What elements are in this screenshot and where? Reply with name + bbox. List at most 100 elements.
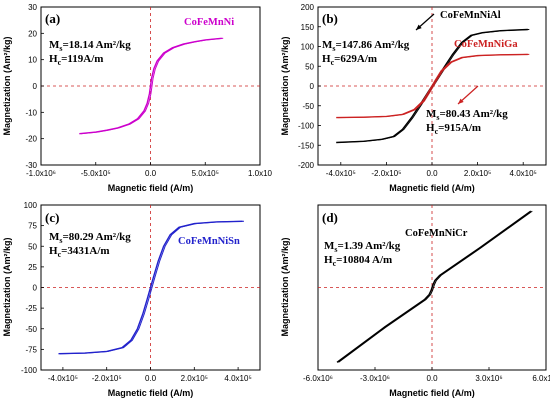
series-loop-branch-CoFeMnNi	[80, 37, 224, 135]
panel-label: (d)	[322, 210, 338, 225]
annotation-ms-sub: s	[332, 44, 335, 53]
series-label-CoFeMnNiAl: CoFeMnNiAl	[440, 10, 501, 21]
annotation-ms-rest: =80.29 Am²/kg	[63, 231, 132, 243]
x-tick-label: 0.0	[145, 374, 157, 383]
annotation-ms-main: M	[322, 39, 333, 51]
annotation-ms-rest: =1.39 Am²/kg	[338, 240, 401, 252]
y-tick-label: -100	[21, 366, 38, 375]
x-tick-label: -2.0x10⁵	[92, 374, 122, 383]
series-label-CoFeMnNiCr: CoFeMnNiCr	[405, 228, 468, 239]
annotation-hc-2-main: H	[426, 122, 435, 134]
annotation-hc-sub: c	[331, 58, 335, 67]
annotation-hc: Hc=3431A/m	[49, 245, 110, 259]
annotation-ms-rest: =18.14 Am²/kg	[63, 39, 132, 51]
y-tick-label: 30	[28, 3, 37, 12]
y-tick-label: 20	[28, 29, 37, 38]
y-tick-label: -200	[298, 161, 315, 170]
x-tick-label: -2.0x10⁵	[371, 169, 401, 178]
y-axis-label: Magnetization (Am²/kg)	[280, 37, 290, 136]
x-tick-label: -4.0x10⁵	[326, 169, 356, 178]
series-loop-branch-CoFeMnNiSn	[59, 220, 245, 355]
annotation-hc-sub: c	[58, 58, 62, 67]
y-tick-label: 150	[301, 23, 315, 32]
panel-1: -1.0x10⁶ -5.0x10⁵ 0.0 5.0x10⁵ 1.0x10 -30 -20 -1…	[2, 3, 273, 193]
y-tick-label: -20	[25, 135, 37, 144]
y-tick-label: -50	[302, 102, 314, 111]
annotation-hc-sub: c	[58, 250, 62, 259]
x-tick-label: -1.0x10⁶	[26, 169, 56, 178]
x-tick-label: 3.0x10⁶	[475, 374, 502, 383]
annotation-ms-main: M	[324, 240, 335, 252]
panel-3: -4.0x10⁵ -2.0x10⁵ 0.0 2.0x10⁵ 4.0x10⁵ -100 -75…	[2, 201, 261, 398]
x-tick-label: -4.0x10⁵	[48, 374, 78, 383]
annotation-hc-main: H	[49, 245, 58, 257]
y-tick-label: -25	[25, 304, 37, 313]
y-axis-label: Magnetization (Am²/kg)	[2, 238, 12, 337]
y-tick-label: 100	[301, 43, 315, 52]
x-tick-label: 0.0	[426, 374, 438, 383]
y-tick-label: -10	[25, 108, 37, 117]
y-tick-label: 0	[310, 82, 315, 91]
y-tick-label: 100	[24, 201, 38, 210]
y-tick-label: 50	[305, 62, 314, 71]
x-tick-label: -5.0x10⁵	[81, 169, 111, 178]
annotation-ms-sub: s	[59, 44, 62, 53]
x-tick-label: 0.0	[426, 169, 438, 178]
panel-label: (c)	[45, 210, 59, 225]
y-tick-label: -150	[298, 141, 315, 150]
series-label-CoFeMnNiSn: CoFeMnNiSn	[178, 236, 240, 247]
annotation-ms-2: Ms=80.43 Am²/kg	[426, 108, 508, 122]
annotation-ms: Ms=147.86 Am²/kg	[322, 39, 410, 53]
panel-label: (a)	[45, 11, 60, 26]
y-tick-label: -50	[25, 325, 37, 334]
y-tick-label: 0	[33, 284, 38, 293]
annotation-ms-sub: s	[334, 245, 337, 254]
annotation-ms-main: M	[49, 39, 60, 51]
y-tick-label: 50	[28, 242, 37, 251]
y-tick-label: 75	[28, 222, 37, 231]
annotation-hc-main: H	[49, 53, 58, 65]
x-tick-label: 1.0x10	[248, 169, 273, 178]
x-axis-label: Magnetic field (A/m)	[108, 388, 194, 398]
annotation-hc-2-sub: c	[435, 127, 439, 136]
panel-4: -6.0x10⁶ -3.0x10⁶ 0.0 3.0x10⁶ 6.0x10⁶ Magneti…	[280, 204, 550, 398]
x-tick-label: -6.0x10⁶	[303, 374, 333, 383]
x-tick-label: -3.0x10⁶	[360, 374, 390, 383]
y-axis-label: Magnetization (Am²/kg)	[280, 238, 290, 337]
x-tick-label: 6.0x10⁶	[532, 374, 550, 383]
series-loop-branch-CoFeMnNiGa	[337, 53, 530, 119]
y-tick-label: 10	[28, 56, 37, 65]
x-tick-label: 2.0x10⁵	[181, 374, 208, 383]
x-tick-label: 5.0x10⁵	[192, 169, 219, 178]
annotation-arrow-head	[458, 98, 464, 104]
annotation-ms-2-sub: s	[436, 113, 439, 122]
y-axis-label: Magnetization (Am²/kg)	[2, 37, 12, 136]
annotation-ms-main: M	[49, 231, 60, 243]
panel-2: -4.0x10⁵ -2.0x10⁵ 0.0 2.0x10⁵ 4.0x10⁵ -200 -15…	[280, 3, 547, 193]
annotation-hc-rest: =629A/m	[334, 53, 377, 65]
y-tick-label: 25	[28, 263, 37, 272]
annotation-ms-sub: s	[59, 236, 62, 245]
x-tick-label: 4.0x10⁵	[224, 374, 251, 383]
annotation-ms: Ms=1.39 Am²/kg	[324, 240, 401, 254]
panel-label: (b)	[322, 11, 338, 26]
annotation-hc: Hc=119A/m	[49, 53, 103, 67]
annotation-hc-2-rest: =915A/m	[438, 122, 481, 134]
annotation-ms: Ms=80.29 Am²/kg	[49, 231, 131, 245]
x-axis-label: Magnetic field (A/m)	[389, 388, 475, 398]
x-tick-label: 4.0x10⁵	[510, 169, 537, 178]
series-line-CoFeMnNiCr	[336, 210, 532, 363]
annotation-ms-2-main: M	[426, 108, 437, 120]
annotation-hc-sub: c	[333, 259, 337, 268]
y-tick-label: -100	[298, 122, 315, 131]
annotation-ms-rest: =147.86 Am²/kg	[336, 39, 410, 51]
y-tick-label: -30	[25, 161, 37, 170]
annotation-hc-rest: =10804 A/m	[336, 254, 392, 266]
annotation-hc-main: H	[322, 53, 331, 65]
x-axis-label: Magnetic field (A/m)	[108, 183, 194, 193]
y-tick-label: 200	[301, 3, 315, 12]
annotation-arrow-head	[416, 24, 422, 30]
annotation-hc: Hc=629A/m	[322, 53, 377, 67]
series-label-CoFeMnNiGa: CoFeMnNiGa	[454, 39, 518, 50]
